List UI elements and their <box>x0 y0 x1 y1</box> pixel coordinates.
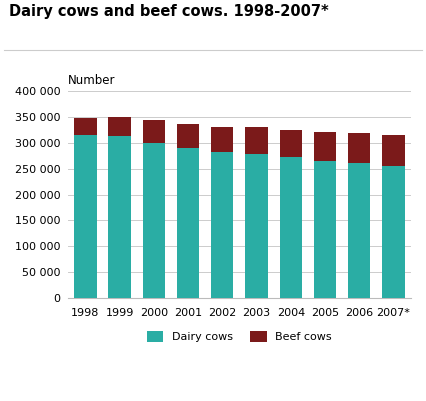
Bar <box>314 161 336 298</box>
Text: Number: Number <box>68 74 116 87</box>
Bar <box>348 133 370 163</box>
Bar <box>74 135 97 298</box>
Bar <box>382 166 405 298</box>
Bar <box>279 130 302 157</box>
Bar <box>177 148 199 298</box>
Bar <box>177 124 199 148</box>
Bar <box>74 118 97 135</box>
Bar <box>211 127 233 152</box>
Bar <box>109 117 131 136</box>
Bar <box>245 127 268 154</box>
Bar <box>143 120 165 143</box>
Bar <box>143 143 165 298</box>
Bar <box>279 157 302 298</box>
Bar <box>211 152 233 298</box>
Bar <box>348 163 370 298</box>
Bar <box>109 136 131 298</box>
Bar <box>382 135 405 166</box>
Legend: Dairy cows, Beef cows: Dairy cows, Beef cows <box>142 326 337 347</box>
Bar <box>245 154 268 298</box>
Text: Dairy cows and beef cows. 1998-2007*: Dairy cows and beef cows. 1998-2007* <box>9 4 328 19</box>
Bar <box>314 132 336 161</box>
